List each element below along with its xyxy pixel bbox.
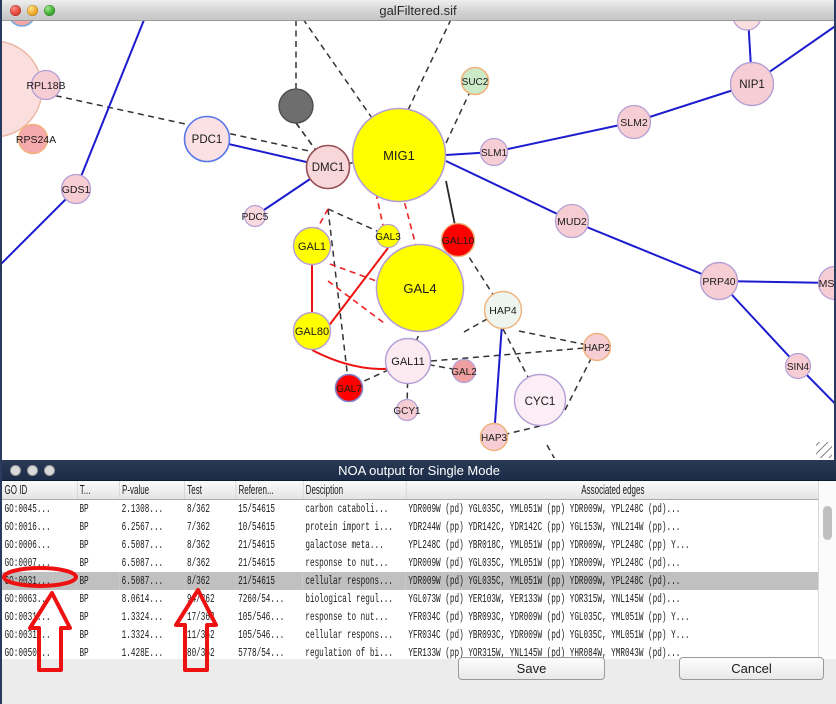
svg-text:GAL3: GAL3 <box>375 232 401 243</box>
svg-text:SLM2: SLM2 <box>620 117 648 129</box>
svg-text:HAP3: HAP3 <box>481 433 508 444</box>
svg-text:CYC1: CYC1 <box>525 396 556 408</box>
svg-text:SIN4: SIN4 <box>787 362 810 373</box>
svg-text:GAL2: GAL2 <box>451 367 477 378</box>
svg-text:PDC1: PDC1 <box>192 134 223 146</box>
svg-text:PRP40: PRP40 <box>702 276 735 288</box>
svg-text:GAL80: GAL80 <box>295 326 329 338</box>
svg-text:PDC5: PDC5 <box>242 212 269 223</box>
svg-text:GAL11: GAL11 <box>391 356 424 368</box>
svg-text:RPS24A: RPS24A <box>16 134 56 146</box>
svg-text:HAP2: HAP2 <box>584 343 611 354</box>
svg-text:GAL4: GAL4 <box>403 281 436 296</box>
svg-text:GAL10: GAL10 <box>442 235 475 247</box>
svg-text:MSI: MSI <box>819 278 834 290</box>
svg-text:NIP1: NIP1 <box>739 79 765 91</box>
svg-text:RPL18B: RPL18B <box>26 80 65 92</box>
svg-text:SUC2: SUC2 <box>462 77 489 88</box>
svg-text:MIG1: MIG1 <box>383 148 415 163</box>
svg-text:GAL7: GAL7 <box>336 384 362 395</box>
svg-text:GDS1: GDS1 <box>62 184 91 196</box>
svg-text:GAL1: GAL1 <box>298 241 326 253</box>
svg-text:DMC1: DMC1 <box>312 162 345 174</box>
svg-text:HAP4: HAP4 <box>489 305 517 317</box>
svg-text:MUD2: MUD2 <box>557 216 587 228</box>
svg-text:SLM1: SLM1 <box>481 148 508 159</box>
svg-text:GCY1: GCY1 <box>393 406 421 417</box>
